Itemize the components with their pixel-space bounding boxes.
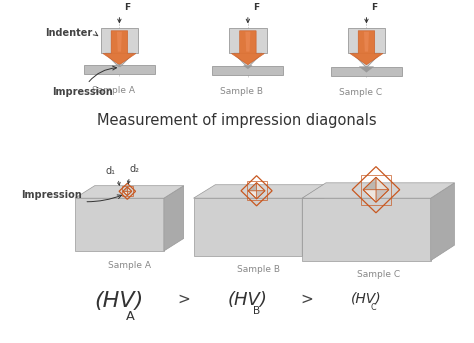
FancyBboxPatch shape [331, 67, 402, 76]
Polygon shape [234, 53, 262, 67]
Text: >: > [177, 291, 190, 306]
Polygon shape [431, 183, 455, 261]
Polygon shape [75, 198, 164, 251]
Text: Sample A: Sample A [92, 86, 135, 95]
Polygon shape [117, 65, 121, 66]
Polygon shape [376, 190, 389, 202]
Text: F: F [253, 3, 259, 12]
Text: d₂: d₂ [130, 164, 140, 174]
Polygon shape [123, 187, 128, 191]
Polygon shape [302, 183, 455, 198]
Polygon shape [359, 67, 374, 72]
Polygon shape [164, 186, 183, 251]
Text: (HV): (HV) [351, 291, 382, 305]
Text: Sample B: Sample B [220, 87, 263, 96]
Polygon shape [193, 198, 302, 256]
Text: Sample B: Sample B [237, 265, 280, 274]
Polygon shape [128, 187, 132, 191]
Text: F: F [124, 3, 130, 12]
Text: (HV): (HV) [228, 291, 268, 309]
Polygon shape [103, 31, 136, 65]
Polygon shape [248, 191, 256, 199]
FancyBboxPatch shape [348, 28, 385, 53]
Polygon shape [105, 53, 134, 67]
FancyBboxPatch shape [212, 66, 283, 75]
Polygon shape [193, 185, 324, 198]
Polygon shape [244, 66, 252, 69]
Text: F: F [372, 3, 377, 12]
Polygon shape [256, 182, 265, 191]
Text: Impression: Impression [21, 190, 121, 202]
Polygon shape [248, 182, 256, 191]
Polygon shape [302, 198, 431, 261]
Polygon shape [246, 32, 250, 51]
Text: >: > [301, 291, 313, 306]
Text: Impression: Impression [52, 66, 117, 96]
Polygon shape [128, 191, 132, 196]
Text: Measurement of impression diagonals: Measurement of impression diagonals [97, 113, 377, 128]
Text: B: B [253, 306, 261, 316]
FancyBboxPatch shape [84, 65, 155, 74]
Polygon shape [302, 185, 324, 256]
Text: Indenter: Indenter [46, 28, 98, 38]
Text: (HV): (HV) [95, 291, 144, 311]
Text: A: A [126, 310, 135, 323]
Polygon shape [364, 32, 369, 51]
Text: C: C [371, 303, 376, 312]
FancyBboxPatch shape [229, 28, 267, 53]
Polygon shape [231, 31, 264, 65]
Text: Sample C: Sample C [357, 270, 400, 279]
Polygon shape [75, 186, 183, 198]
Polygon shape [123, 191, 128, 196]
Text: Sample C: Sample C [339, 88, 382, 97]
FancyBboxPatch shape [100, 28, 138, 53]
Polygon shape [376, 177, 389, 190]
Text: Sample A: Sample A [108, 261, 151, 270]
Polygon shape [350, 31, 383, 65]
Polygon shape [117, 32, 122, 51]
Polygon shape [256, 191, 265, 199]
Text: d₁: d₁ [105, 166, 115, 176]
Polygon shape [352, 53, 381, 67]
Polygon shape [363, 190, 376, 202]
Polygon shape [363, 177, 376, 190]
